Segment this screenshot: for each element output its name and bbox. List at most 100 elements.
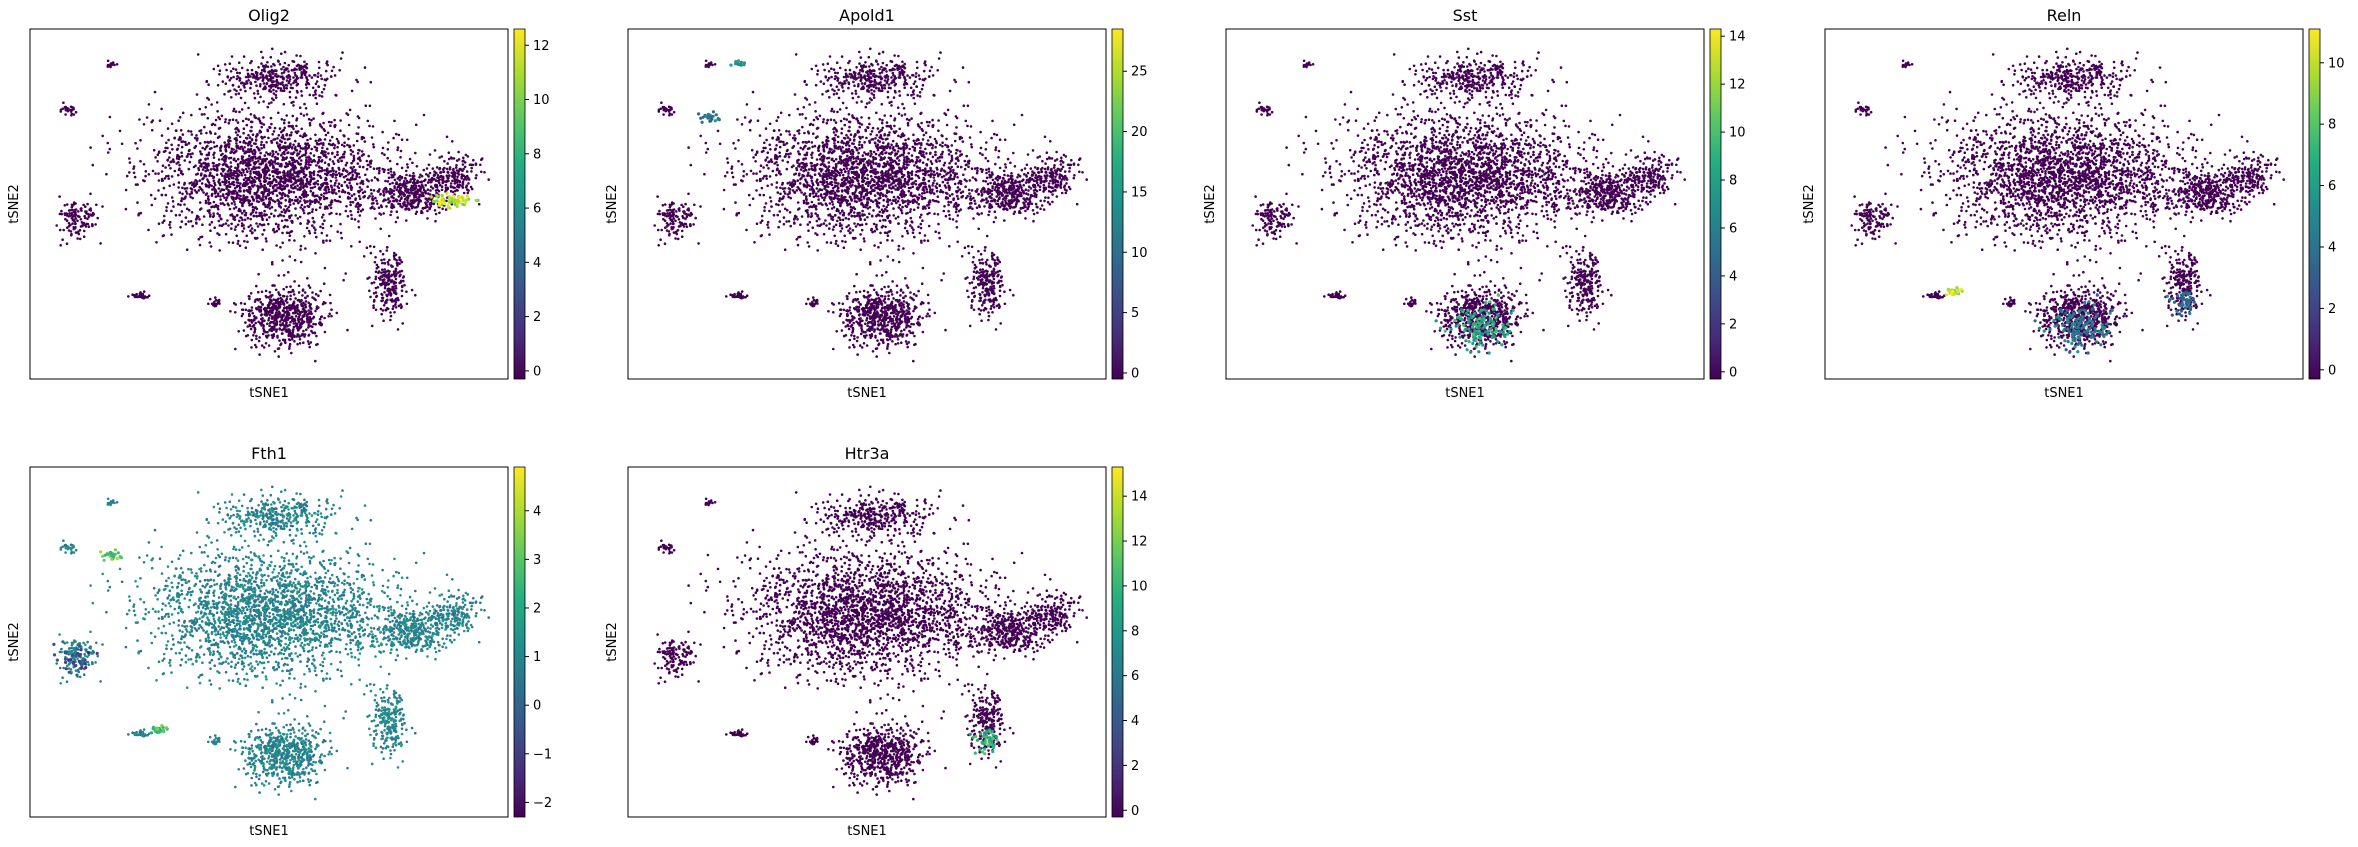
cell-point bbox=[292, 183, 295, 186]
cell-point bbox=[286, 319, 289, 322]
cell-point bbox=[383, 262, 386, 265]
cell-point bbox=[204, 141, 207, 144]
cell-point bbox=[383, 278, 386, 281]
cell-point bbox=[199, 201, 202, 204]
cell-point bbox=[384, 284, 387, 287]
cell-point bbox=[374, 278, 377, 281]
cell-point bbox=[201, 182, 204, 185]
cell-point bbox=[962, 174, 965, 177]
cell-point bbox=[326, 64, 329, 67]
cell-point bbox=[86, 203, 89, 206]
cell-point bbox=[116, 63, 119, 66]
cell-point bbox=[209, 172, 212, 175]
cell-point bbox=[328, 188, 331, 191]
cell-point bbox=[925, 131, 928, 134]
cell-point bbox=[377, 190, 380, 193]
cell-point bbox=[457, 151, 460, 154]
cell-point bbox=[450, 186, 453, 189]
cell-point bbox=[442, 176, 445, 179]
cell-point bbox=[304, 65, 307, 68]
cell-point bbox=[59, 244, 62, 247]
cell-point bbox=[132, 167, 135, 170]
cell-point bbox=[284, 342, 287, 345]
cell-point bbox=[219, 118, 222, 121]
cell-point bbox=[390, 176, 393, 179]
cell-point bbox=[305, 183, 308, 186]
cell-point bbox=[276, 142, 279, 145]
cell-point bbox=[262, 56, 265, 59]
cell-point bbox=[969, 136, 972, 139]
cell-point bbox=[330, 121, 333, 124]
cell-point bbox=[197, 173, 200, 176]
cell-point bbox=[347, 178, 350, 181]
cell-point bbox=[327, 186, 330, 189]
cell-point bbox=[277, 348, 280, 351]
cell-point bbox=[411, 289, 414, 292]
cell-point bbox=[293, 191, 296, 194]
cell-point bbox=[260, 141, 263, 144]
cell-point bbox=[441, 155, 444, 158]
cell-point bbox=[305, 174, 308, 177]
cell-point bbox=[280, 202, 283, 205]
cell-point bbox=[387, 197, 390, 200]
cell-point bbox=[250, 126, 253, 129]
cell-point bbox=[361, 150, 364, 153]
cell-point bbox=[305, 306, 308, 309]
cell-point bbox=[311, 326, 314, 329]
cell-point bbox=[296, 152, 299, 155]
cell-point bbox=[393, 258, 396, 261]
cell-point bbox=[248, 298, 251, 301]
cell-point bbox=[221, 158, 224, 161]
cell-point bbox=[200, 174, 203, 177]
cell-point bbox=[465, 154, 468, 157]
cell-point bbox=[223, 163, 226, 166]
cell-point bbox=[167, 139, 170, 142]
cell-point bbox=[396, 262, 399, 265]
cell-point bbox=[336, 154, 339, 157]
cell-point bbox=[909, 76, 912, 79]
cell-point bbox=[183, 183, 186, 186]
cell-point bbox=[245, 235, 248, 238]
cell-point bbox=[268, 344, 271, 347]
cell-point bbox=[391, 191, 394, 194]
cell-point bbox=[258, 340, 261, 343]
cell-point bbox=[249, 218, 252, 221]
cell-point bbox=[845, 107, 848, 110]
cell-point bbox=[145, 170, 148, 173]
cell-point bbox=[175, 162, 178, 165]
cell-point bbox=[378, 172, 381, 175]
cell-point bbox=[281, 75, 284, 78]
cell-point bbox=[470, 167, 473, 170]
cell-point bbox=[191, 133, 194, 136]
cell-point bbox=[393, 255, 396, 258]
cell-point bbox=[202, 162, 205, 165]
cell-point bbox=[76, 237, 79, 240]
cell-point bbox=[292, 104, 295, 107]
cell-point bbox=[339, 201, 342, 204]
cell-point bbox=[215, 119, 218, 122]
cell-point bbox=[289, 306, 292, 309]
cell-point bbox=[305, 86, 308, 89]
cell-point bbox=[281, 259, 284, 262]
cell-point bbox=[415, 206, 418, 209]
cell-point bbox=[185, 190, 188, 193]
cell-point bbox=[293, 80, 296, 83]
cell-point bbox=[221, 115, 224, 118]
cell-point bbox=[75, 111, 78, 114]
cell-point bbox=[848, 130, 851, 133]
cell-point bbox=[305, 107, 308, 110]
cell-point bbox=[186, 208, 189, 211]
cell-point bbox=[300, 74, 303, 77]
cell-point bbox=[270, 140, 273, 143]
cell-point bbox=[260, 212, 263, 215]
cell-point bbox=[61, 238, 64, 241]
cell-point bbox=[337, 140, 340, 143]
cell-point bbox=[243, 209, 246, 212]
cell-point bbox=[293, 175, 296, 178]
cell-point bbox=[401, 206, 404, 209]
cell-point bbox=[274, 169, 277, 172]
cell-point bbox=[306, 185, 309, 188]
cell-point bbox=[777, 191, 780, 194]
cell-point bbox=[374, 256, 377, 259]
highlight-point bbox=[447, 206, 450, 209]
